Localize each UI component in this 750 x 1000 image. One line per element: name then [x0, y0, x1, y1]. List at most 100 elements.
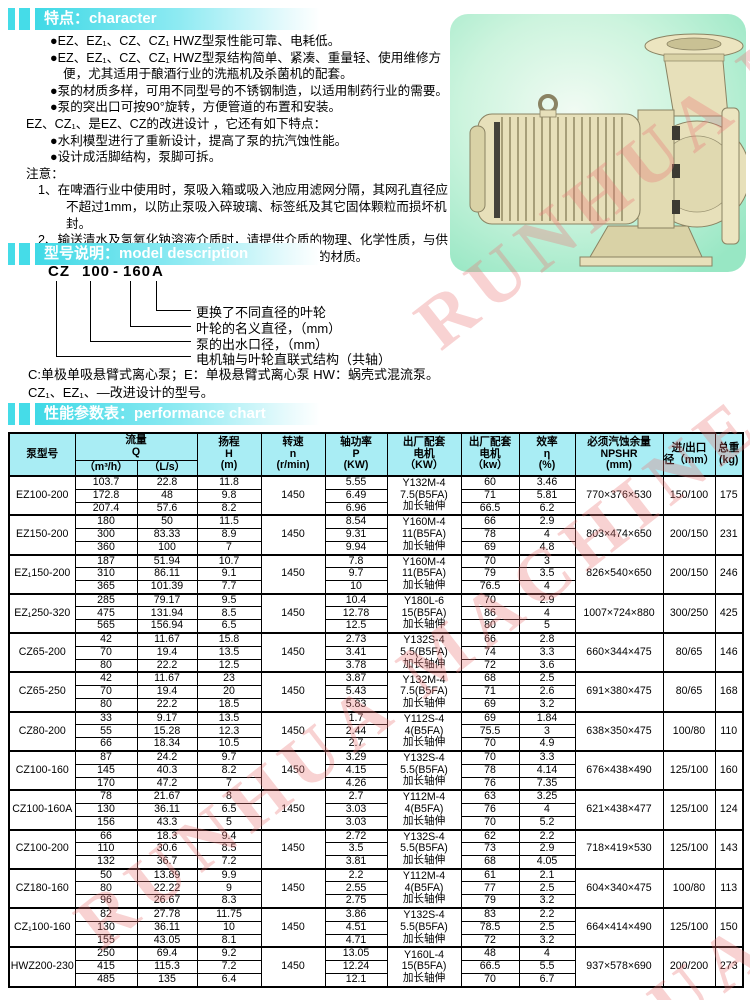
- cell-flow-ls: 50: [136, 514, 198, 529]
- cell-power: 2.72: [324, 828, 388, 844]
- col-header-flow: 流量 Q: [74, 432, 198, 461]
- model-code-part: -: [113, 263, 119, 280]
- cell-power: 9.31: [324, 527, 388, 542]
- cell-motor-kw: 71: [460, 488, 520, 503]
- cell-power: 8.54: [324, 514, 388, 529]
- section-title-zh: 型号说明：: [44, 245, 120, 262]
- table-row: 70 19.4 20 5.43 71 2.6: [9, 685, 743, 700]
- cell-flow-ls: 26.67: [136, 894, 198, 909]
- cell-port: 300/250: [662, 592, 716, 634]
- features-text: ●EZ、EZ₁、CZ、CZ₁ HWZ型泵性能可靠、电耗低。 ●EZ、EZ₁、CZ…: [26, 33, 458, 265]
- cell-speed: 1450: [260, 789, 326, 831]
- table-row: CZ100-160 87 24.2 9.7 1450 3.29 Y132S-4 5.5(B5…: [8, 749, 744, 791]
- model-legend: C:单极单吸悬臂式离心泵；E：单极悬臂式离心泵 HW：蜗壳式混流泵。: [28, 367, 439, 382]
- cell-efficiency: 4.8: [518, 540, 576, 556]
- model-code-part: 100: [82, 263, 111, 280]
- cell-flow-m3h: 42: [74, 632, 138, 647]
- cell-motor: Y160M-4 11(B5FA) 加长轴伸: [386, 514, 462, 556]
- cell-head: 9.7: [196, 749, 262, 765]
- note-item: 1、在啤酒行业中使用时，泵吸入箱或吸入池应用滤网分隔，其网孔直径应不超过1mm，…: [38, 183, 449, 231]
- cell-head: 23: [196, 671, 262, 687]
- cell-flow-ls: 19.4: [136, 685, 198, 700]
- cell-speed: 1450: [260, 474, 326, 516]
- cell-head: 7.7: [196, 580, 262, 595]
- table-row: 55 15.28 12.3 2.44 75.5 3: [9, 724, 743, 739]
- cell-flow-ls: 18.34: [136, 737, 198, 752]
- feature-bullet: ●泵的突出口可按90°旋转，方便管道的布置和安装。: [50, 100, 342, 115]
- section-title-en: performance chart: [134, 405, 266, 422]
- cell-efficiency: 4: [518, 802, 576, 817]
- feature-bullet: ●泵的材质多样，可用不同型号的不锈钢制造，以适用制药行业的需要。: [50, 83, 449, 98]
- cell-efficiency: 3.6: [518, 658, 576, 673]
- cell-power: 3.5: [324, 842, 388, 857]
- cell-head: 11.5: [196, 514, 262, 529]
- cell-power: 7.8: [324, 553, 388, 569]
- cell-power: 5.43: [324, 685, 388, 700]
- cell-motor-kw: 78: [460, 763, 520, 778]
- feature-bullet: ●水利模型进行了重新设计，提高了泵的抗汽蚀性能。: [50, 133, 348, 148]
- cell-head: 6.5: [196, 802, 262, 817]
- cell-flow-ls: 43.3: [136, 815, 198, 831]
- cell-power: 2.2: [324, 867, 388, 883]
- cell-power: 6.49: [324, 488, 388, 503]
- cell-npshr: 803×474×650: [574, 514, 664, 556]
- cell-motor-kw: 86: [460, 606, 520, 621]
- cell-npshr: 1007×724×880: [574, 592, 664, 634]
- table-row: 300 83.33 8.9 9.31 78 4: [9, 527, 743, 542]
- cell-motor-kw: 70: [460, 737, 520, 752]
- cell-efficiency: 3.25: [518, 789, 576, 804]
- cell-power: 3.86: [324, 907, 388, 922]
- cell-weight: 110: [714, 710, 744, 752]
- cell-head: 8.2: [196, 501, 262, 516]
- cell-motor-kw: 71: [460, 685, 520, 700]
- cell-power: 3.41: [324, 645, 388, 660]
- cell-motor-kw: 60: [460, 474, 520, 490]
- cell-speed: 1450: [260, 867, 326, 909]
- cell-flow-ls: 156.94: [136, 619, 198, 634]
- cell-flow-m3h: 170: [74, 776, 138, 791]
- cell-flow-m3h: 250: [74, 946, 138, 962]
- cell-efficiency: 2.2: [518, 828, 576, 844]
- cell-power: 12.5: [324, 619, 388, 634]
- cell-flow-m3h: 78: [74, 789, 138, 804]
- cell-flow-m3h: 33: [74, 710, 138, 726]
- table-row: CZ₁100-160 82 27.78 11.75 1450 3.86 Y132S-4 5.…: [8, 907, 744, 948]
- cell-port: 200/200: [662, 946, 716, 988]
- cell-model: CZ100-200: [8, 828, 76, 870]
- cell-power: 2.75: [324, 894, 388, 909]
- cell-flow-ls: 48: [136, 488, 198, 503]
- table-row: CZ100-160A 78 21.67 8 1450 2.7 Y112M-4 4(B5FA)…: [8, 789, 744, 831]
- cell-head: 12.3: [196, 724, 262, 739]
- cell-head: 18.5: [196, 698, 262, 713]
- cell-npshr: 937×578×690: [574, 946, 664, 988]
- cell-port: 100/80: [662, 710, 716, 752]
- cell-model: EZ100-200: [8, 474, 76, 516]
- cell-motor: Y160M-4 11(B5FA) 加长轴伸: [386, 553, 462, 595]
- cell-efficiency: 3: [518, 553, 576, 569]
- cell-npshr: 621×438×477: [574, 789, 664, 831]
- cell-model: EZ₁150-200: [8, 553, 76, 595]
- cell-port: 100/80: [662, 867, 716, 909]
- cell-npshr: 638×350×475: [574, 710, 664, 752]
- cell-power: 13.05: [324, 946, 388, 962]
- cell-head: 12.5: [196, 658, 262, 673]
- cell-head: 5: [196, 815, 262, 831]
- cell-efficiency: 4.9: [518, 737, 576, 752]
- table-row: HWZ200-230 250 69.4 9.2 1450 13.05 Y160L-4 15(…: [8, 946, 744, 988]
- cell-flow-ls: 22.2: [136, 698, 198, 713]
- table-row: 66 18.34 10.5 2.7 70 4.9: [9, 737, 743, 752]
- cell-flow-ls: 27.78: [136, 907, 198, 922]
- cell-model: CZ100-160: [8, 749, 76, 791]
- cell-motor: Y132M-4 7.5(B5FA) 加长轴伸: [386, 474, 462, 516]
- cell-motor-kw: 66.5: [460, 501, 520, 516]
- cell-motor: Y132S-4 5.5(B5FA) 加长轴伸: [386, 907, 462, 948]
- cell-weight: 113: [714, 867, 744, 909]
- cell-npshr: 691×380×475: [574, 671, 664, 713]
- cell-power: 5.55: [324, 474, 388, 490]
- cell-motor-kw: 77: [460, 881, 520, 896]
- cell-weight: 124: [714, 789, 744, 831]
- table-row: CZ80-200 33 9.17 13.5 1450 1.7 Y112S-4 4(B5FA)…: [8, 710, 744, 752]
- table-row: 415 115.3 7.2 12.24 66.5 5.5: [9, 960, 743, 975]
- cell-power: 4.71: [324, 933, 388, 948]
- table-row: 365 101.39 7.7 10 76.5 4: [9, 580, 743, 595]
